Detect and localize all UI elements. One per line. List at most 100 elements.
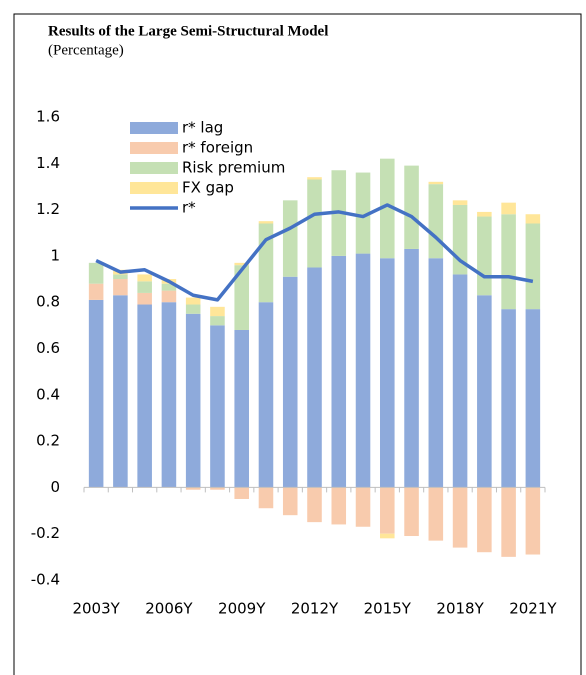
y-tick-label: 1.4 bbox=[36, 154, 60, 172]
bar bbox=[501, 202, 516, 215]
y-tick-label: 1.6 bbox=[36, 108, 60, 126]
bar bbox=[258, 487, 274, 509]
x-tick-label: 2021Y bbox=[509, 600, 557, 618]
bar bbox=[234, 329, 249, 488]
bar bbox=[501, 487, 516, 557]
bar bbox=[428, 258, 444, 488]
bar bbox=[477, 295, 492, 488]
bar bbox=[210, 487, 225, 490]
bar bbox=[234, 265, 249, 330]
y-tick-label: -0.2 bbox=[31, 524, 60, 542]
bar bbox=[404, 248, 419, 488]
bar bbox=[452, 200, 468, 205]
x-tick-label: 2006Y bbox=[145, 600, 193, 618]
legend-key bbox=[130, 142, 178, 154]
bar bbox=[331, 487, 347, 525]
bar bbox=[137, 292, 152, 305]
bar bbox=[185, 313, 201, 488]
bar bbox=[525, 214, 541, 224]
bar bbox=[452, 487, 468, 548]
bar bbox=[258, 221, 274, 224]
bar bbox=[380, 487, 395, 534]
legend-label: Risk premium bbox=[182, 159, 285, 177]
bar bbox=[258, 302, 274, 488]
bar bbox=[113, 295, 128, 488]
x-tick-label: 2018Y bbox=[436, 600, 484, 618]
bar bbox=[88, 299, 104, 488]
bar bbox=[307, 177, 322, 180]
line bbox=[95, 203, 534, 302]
bar bbox=[501, 309, 516, 488]
bar bbox=[307, 179, 322, 268]
bar bbox=[161, 302, 177, 488]
bar bbox=[477, 216, 492, 296]
bar bbox=[137, 281, 152, 293]
bar bbox=[428, 181, 444, 185]
bar bbox=[404, 165, 419, 249]
bar bbox=[331, 255, 347, 488]
y-tick-label: 1 bbox=[50, 246, 60, 264]
bar bbox=[113, 274, 128, 280]
bar bbox=[380, 158, 395, 259]
bar bbox=[428, 184, 444, 259]
bar bbox=[210, 316, 225, 326]
bar bbox=[185, 297, 201, 305]
bar bbox=[282, 200, 298, 277]
legend-key bbox=[130, 122, 178, 134]
bar bbox=[113, 279, 128, 296]
bar bbox=[428, 487, 444, 541]
bar bbox=[137, 304, 152, 488]
bar bbox=[525, 309, 541, 488]
bar bbox=[452, 274, 468, 488]
bar bbox=[355, 487, 371, 527]
bar bbox=[404, 487, 419, 537]
legend-label: r* bbox=[182, 199, 196, 217]
y-tick-label: 0.4 bbox=[36, 385, 60, 403]
bar bbox=[307, 487, 322, 523]
y-tick-label: 1.2 bbox=[36, 200, 60, 218]
frame bbox=[13, 13, 582, 675]
bar bbox=[355, 172, 371, 254]
bar bbox=[307, 267, 322, 488]
bar bbox=[477, 211, 492, 217]
y-tick-label: 0.6 bbox=[36, 339, 60, 357]
bar bbox=[477, 487, 492, 553]
y-tick-label: 0.8 bbox=[36, 293, 60, 311]
bar bbox=[88, 283, 104, 300]
y-tick-label: 0 bbox=[50, 478, 60, 496]
bar bbox=[355, 253, 371, 488]
bar bbox=[137, 274, 152, 282]
bar bbox=[88, 262, 104, 284]
legend-label: FX gap bbox=[182, 179, 234, 197]
chart-title: Results of the Large Semi-Structural Mod… bbox=[48, 23, 328, 39]
x-tick-label: 2015Y bbox=[364, 600, 412, 618]
bar bbox=[501, 214, 516, 310]
legend-label: r* foreign bbox=[182, 139, 253, 157]
bar bbox=[161, 283, 177, 291]
legend-key bbox=[130, 162, 178, 174]
y-tick-label: -0.4 bbox=[31, 571, 60, 589]
x-tick-label: 2003Y bbox=[72, 600, 120, 618]
bar bbox=[525, 487, 541, 555]
legend-key bbox=[130, 182, 178, 194]
bar bbox=[380, 258, 395, 488]
bar bbox=[234, 487, 249, 499]
bar bbox=[185, 487, 201, 490]
y-tick-label: 0.2 bbox=[36, 432, 60, 450]
chart-subtitle: (Percentage) bbox=[48, 42, 124, 58]
bar bbox=[282, 487, 298, 516]
bar bbox=[234, 262, 249, 266]
bar bbox=[258, 223, 274, 303]
bar bbox=[210, 306, 225, 317]
x-tick-label: 2012Y bbox=[291, 600, 339, 618]
x-tick-label: 2009Y bbox=[218, 600, 266, 618]
legend-label: r* lag bbox=[182, 119, 223, 137]
bar bbox=[210, 325, 225, 488]
bar bbox=[525, 223, 541, 310]
bar bbox=[161, 290, 177, 303]
bar bbox=[380, 533, 395, 539]
bar bbox=[185, 304, 201, 314]
bar bbox=[282, 276, 298, 488]
